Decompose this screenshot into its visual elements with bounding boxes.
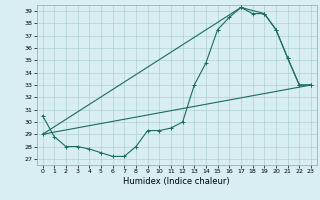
X-axis label: Humidex (Indice chaleur): Humidex (Indice chaleur) (124, 177, 230, 186)
